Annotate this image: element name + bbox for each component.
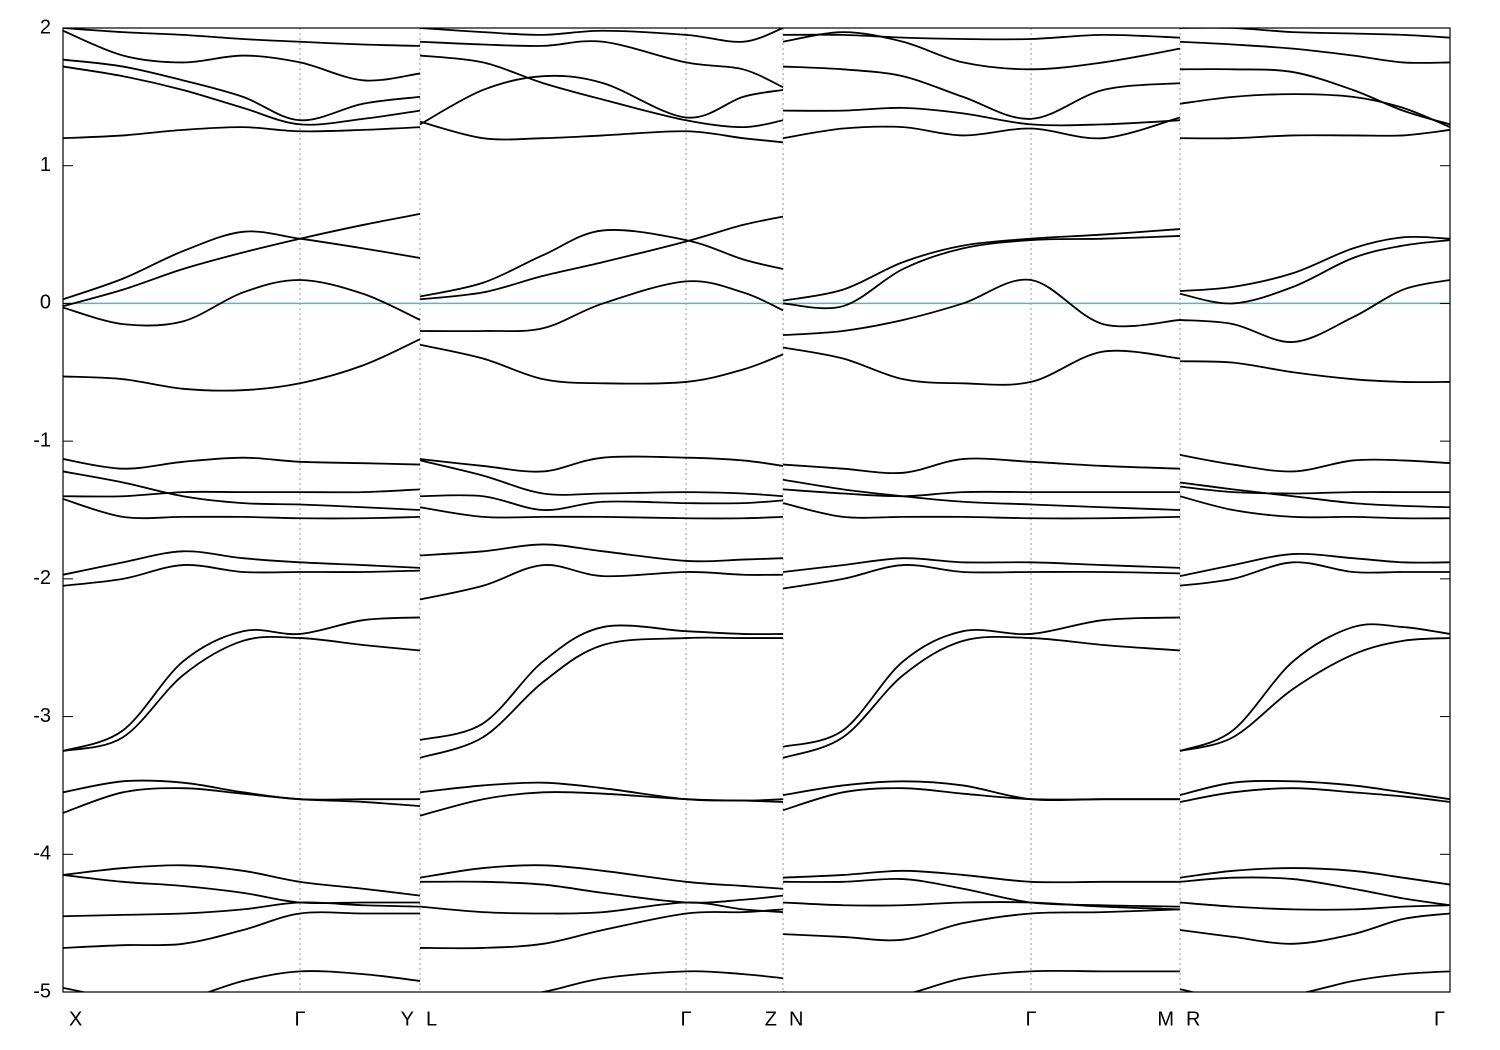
band-line (63, 278, 1450, 343)
label-layer: -5 -4 -3 -2 -1 0 1 2 X Γ Y L Γ Z N Γ M R Γ (33, 16, 1450, 1030)
x-tick-label: N (789, 1008, 803, 1030)
y-tick-label: 2 (40, 16, 51, 38)
y-tick-label: -3 (33, 705, 51, 727)
band-line (63, 54, 1450, 129)
y-tick-label: -1 (33, 429, 51, 451)
x-tick-label: Γ (294, 1008, 305, 1030)
grid-layer (63, 28, 1450, 992)
band-line (63, 787, 1450, 817)
y-tick-label: -2 (33, 567, 51, 589)
band-line (63, 561, 1450, 601)
band-line (63, 901, 1450, 918)
band-line (63, 228, 1450, 302)
band-line (63, 29, 1450, 89)
band-line (63, 495, 1450, 520)
x-tick-label: L (426, 1008, 437, 1030)
band-line (63, 864, 1450, 897)
band-line (63, 116, 1450, 144)
y-tick-label: 0 (40, 292, 51, 314)
band-layer (63, 28, 1450, 992)
band-line (63, 459, 1450, 498)
x-tick-label: Γ (680, 1008, 691, 1030)
y-tick-label: 1 (40, 154, 51, 176)
band-line (63, 65, 1450, 127)
x-tick-label: M (1157, 1008, 1174, 1030)
band-line (63, 779, 1450, 803)
x-tick-label: X (69, 1008, 82, 1030)
band-line (63, 28, 1450, 47)
x-tick-label: Y (401, 1008, 414, 1030)
plot-frame (62, 27, 1451, 993)
band-line (63, 454, 1450, 475)
y-tick-label: -5 (33, 980, 51, 1002)
x-tick-label: R (1186, 1008, 1200, 1030)
band-line (63, 470, 1450, 511)
x-tick-label: Z (765, 1008, 777, 1030)
band-line (63, 969, 1450, 992)
x-tick-label: Γ (1434, 1008, 1445, 1030)
band-line (63, 213, 1450, 310)
band-line (63, 635, 1450, 759)
band-line (63, 543, 1450, 577)
x-tick-label: Γ (1025, 1008, 1036, 1030)
y-tick-label: -4 (33, 843, 51, 865)
band-line (63, 338, 1450, 392)
band-line (63, 874, 1450, 908)
band-line (63, 908, 1450, 950)
band-line (63, 616, 1450, 752)
